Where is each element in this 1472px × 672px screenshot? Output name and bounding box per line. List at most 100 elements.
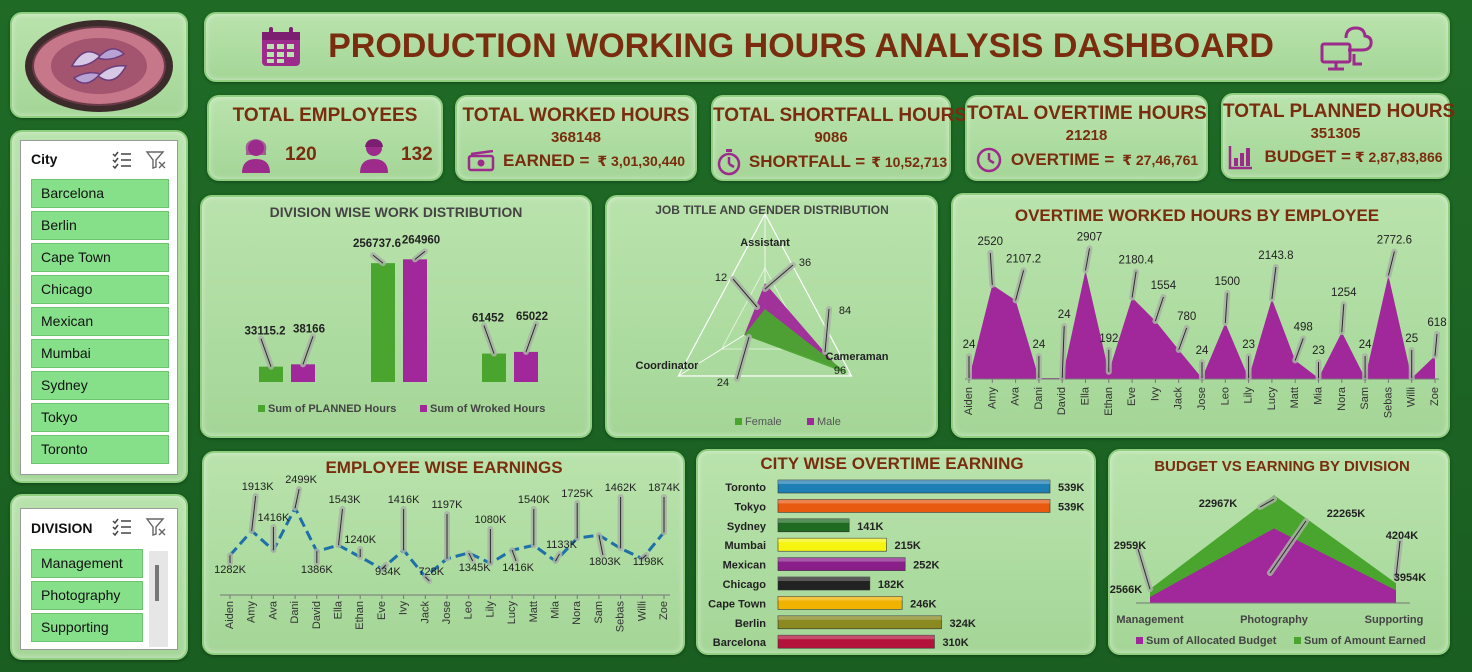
legend-swatch	[735, 418, 742, 425]
data-label: 182K	[878, 579, 904, 591]
data-label: 324K	[950, 618, 976, 630]
tick-label: Supporting	[1365, 614, 1424, 626]
slicer-scrollbar[interactable]	[149, 551, 168, 647]
bar	[777, 634, 935, 649]
data-label: 2907	[1077, 231, 1103, 243]
data-label: 256737.6	[353, 238, 401, 250]
slicer-item[interactable]: Toronto	[31, 435, 169, 464]
leader-line	[1137, 548, 1151, 590]
tick-label: Ava	[267, 600, 279, 620]
kpi-amount: ₹ 2,87,83,866	[1354, 148, 1443, 165]
bar-highlight	[778, 615, 942, 620]
leader-line	[824, 308, 830, 353]
data-label: 24	[1033, 339, 1046, 351]
data-label: 1133K	[546, 539, 578, 551]
slicer-item[interactable]: Berlin	[31, 211, 169, 240]
tick-label: David	[311, 601, 323, 629]
data-label: 264960	[402, 234, 440, 246]
tick-label: Chicago	[723, 579, 767, 591]
tick-label: David	[1056, 387, 1068, 415]
leader-line	[1387, 251, 1395, 276]
slicer-item[interactable]: Chicago	[31, 275, 169, 304]
data-label: 36	[799, 257, 811, 269]
bar-highlight	[778, 518, 850, 523]
data-label: 22967K	[1199, 498, 1238, 510]
kpi-total-worked-hours: TOTAL WORKED HOURS 368148 EARNED = ₹ 3,0…	[455, 95, 697, 181]
kpi-total-shortfall-hours: TOTAL SHORTFALL HOURS 9086 SHORTFALL = ₹…	[711, 95, 967, 181]
bar	[777, 499, 1051, 513]
slicer-item[interactable]: Cape Town	[31, 243, 169, 272]
slicer-item[interactable]: Barcelona	[31, 179, 169, 208]
bar	[482, 353, 506, 382]
slicer-item[interactable]: Mexican	[31, 307, 169, 336]
city-overtime-chart: CITY WISE OVERTIME EARNING Toronto 539K Tok…	[708, 454, 1084, 649]
tick-label: Ethan	[1103, 387, 1115, 416]
city-slicer-panel: City Barcelona Berlin Cape Town Chicago Mexi…	[10, 130, 188, 483]
bar	[777, 557, 906, 571]
kpi-label: OVERTIME =	[1010, 150, 1115, 169]
slicer-item[interactable]: Sydney	[31, 371, 169, 400]
data-label: 618	[1427, 317, 1446, 329]
clear-filter-icon[interactable]	[145, 150, 167, 170]
legend-label: Sum of PLANNED Hours	[268, 403, 396, 415]
slicer-item[interactable]: Mumbai	[31, 339, 169, 368]
chart-title: BUDGET VS EARNING BY DIVISION	[1154, 458, 1410, 475]
tick-label: Matt	[1289, 387, 1301, 408]
bar	[371, 263, 395, 382]
tick-label: Zoe	[1429, 387, 1441, 406]
tick-label: Willi	[1406, 387, 1418, 407]
slicer-item[interactable]: Management	[31, 549, 143, 578]
tick-label: Management	[1116, 614, 1184, 626]
leader-line	[1271, 266, 1277, 300]
tick-label: Berlin	[735, 618, 766, 630]
data-label: 22265K	[1327, 508, 1366, 520]
data-label: 23	[1312, 345, 1325, 357]
male-user-icon	[360, 139, 388, 173]
slicer-item[interactable]: Tokyo	[31, 403, 169, 432]
legend-label: Sum of Allocated Budget	[1146, 635, 1277, 647]
tick-label: Sydney	[727, 521, 767, 533]
tick-label: Sebas	[615, 601, 627, 633]
data-label: 934K	[375, 566, 401, 578]
bar	[777, 479, 1051, 494]
tick-label: Lily	[1243, 387, 1255, 404]
earnings-chart: EMPLOYEE WISE EARNINGS 1282K Aiden 1913K Amy…	[214, 458, 680, 633]
radar-series	[744, 283, 838, 368]
data-label: 1462K	[605, 482, 637, 494]
tick-label: Jack	[1173, 387, 1185, 410]
leader-line	[414, 250, 426, 260]
slicer-scroll-thumb[interactable]	[155, 565, 159, 601]
data-label: 498	[1294, 321, 1313, 333]
data-label: 2180.4	[1119, 255, 1155, 267]
data-label: 84	[839, 305, 851, 317]
tick-label: Ella	[333, 600, 345, 619]
data-label: 1554	[1151, 280, 1177, 292]
data-label: 215K	[894, 540, 920, 552]
data-label: 1080K	[474, 514, 506, 526]
tick-label: Ivy	[1149, 387, 1161, 402]
data-label: 4204K	[1386, 530, 1418, 542]
stopwatch-icon	[717, 149, 741, 176]
bar-highlight	[778, 635, 935, 640]
data-label: 24	[963, 339, 976, 351]
leader-line	[1085, 248, 1090, 271]
legend-swatch	[807, 418, 814, 425]
clear-filter-icon[interactable]	[145, 517, 167, 537]
kpi-total-overtime-hours: TOTAL OVERTIME HOURS 21218 OVERTIME = ₹ …	[965, 95, 1208, 181]
axis-label: Coordinator	[636, 360, 700, 372]
slicer-item[interactable]: Photography	[31, 581, 143, 610]
bar-highlight	[778, 577, 870, 581]
multi-select-icon[interactable]	[111, 517, 133, 537]
multi-select-icon[interactable]	[111, 150, 133, 170]
division-slicer: DIVISION Management Photography Supporting	[20, 508, 178, 650]
data-label: 38166	[293, 323, 325, 335]
data-label: 24	[1196, 345, 1209, 357]
kpi-value: 9086	[814, 129, 848, 146]
tick-label: Mexican	[723, 560, 767, 572]
division-work-chart: DIVISION WISE WORK DISTRIBUTION 33115.2 38…	[245, 204, 548, 415]
data-label: 246K	[910, 598, 936, 610]
tick-label: Toronto	[725, 482, 766, 494]
tick-label: Ethan	[354, 601, 366, 630]
slicer-item[interactable]: Supporting	[31, 613, 143, 642]
bar	[403, 259, 427, 382]
